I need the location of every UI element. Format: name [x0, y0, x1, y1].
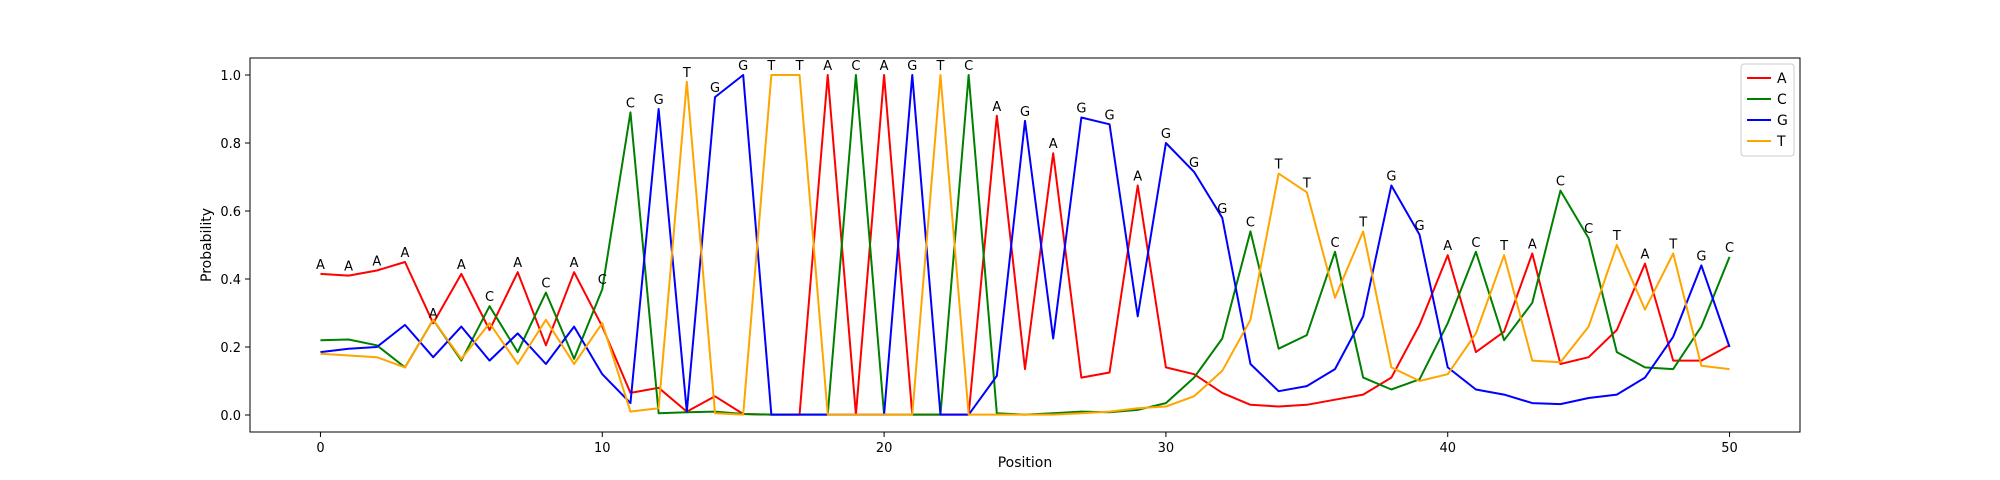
data-label-16: T — [766, 59, 775, 74]
data-label-26: A — [1049, 137, 1058, 152]
data-label-9: A — [570, 256, 579, 271]
data-label-23: C — [964, 59, 973, 74]
data-label-10: C — [598, 273, 607, 288]
legend-box — [1740, 63, 1795, 157]
data-label-48: T — [1668, 238, 1677, 253]
data-label-1: A — [344, 260, 353, 275]
x-axis: 0 10 20 30 40 50 — [316, 432, 1738, 456]
y-tick-label: 1.0 — [220, 69, 241, 84]
series-line-A — [320, 74, 1731, 416]
series-line-G — [320, 74, 1731, 416]
x-tick-label: 40 — [1439, 441, 1456, 456]
data-label-32: G — [1217, 202, 1227, 217]
data-label-41: C — [1471, 236, 1480, 251]
data-label-22: T — [935, 59, 944, 74]
data-label-3: A — [401, 246, 410, 261]
data-label-11: C — [626, 96, 635, 111]
annotation-layer: A A A A A A C A C A C C G T G G T T A C A G T C A G A G G A G G G C T T C T G G… — [316, 59, 1734, 322]
data-label-45: C — [1584, 222, 1593, 237]
data-label-20: A — [880, 59, 889, 74]
legend-label-T: T — [1776, 134, 1786, 150]
y-tick-label: 0.4 — [220, 273, 241, 288]
data-label-6: C — [485, 290, 494, 305]
data-label-12: G — [654, 93, 664, 108]
data-label-28: G — [1105, 108, 1115, 123]
data-label-15: G — [738, 59, 748, 74]
data-label-50: C — [1725, 241, 1734, 256]
data-label-47: A — [1641, 248, 1650, 263]
y-tick-label: 0.6 — [220, 205, 241, 220]
series-layer — [320, 74, 1731, 416]
x-tick-label: 0 — [316, 441, 324, 456]
data-label-39: G — [1415, 219, 1425, 234]
y-tick-label: 0.0 — [220, 409, 241, 424]
data-label-21: G — [907, 59, 917, 74]
data-label-33: C — [1246, 215, 1255, 230]
data-label-5: A — [457, 258, 466, 273]
legend-label-A: A — [1777, 71, 1787, 87]
x-tick-label: 20 — [876, 441, 893, 456]
data-label-8: C — [541, 277, 550, 292]
x-tick-label: 30 — [1158, 441, 1175, 456]
y-tick-label: 0.8 — [220, 137, 241, 152]
data-label-4: A — [429, 307, 438, 322]
data-label-46: T — [1612, 229, 1621, 244]
data-label-18: A — [823, 59, 832, 74]
legend-label-C: C — [1777, 92, 1787, 108]
legend-label-G: G — [1777, 113, 1788, 129]
data-label-35: T — [1302, 176, 1311, 191]
data-label-17: T — [795, 59, 804, 74]
data-label-7: A — [513, 256, 522, 271]
data-label-42: T — [1499, 239, 1508, 254]
data-label-25: G — [1020, 105, 1030, 120]
data-label-30: G — [1161, 127, 1171, 142]
data-label-29: A — [1133, 170, 1142, 185]
data-label-44: C — [1556, 175, 1565, 190]
x-tick-label: 50 — [1721, 441, 1738, 456]
data-label-38: G — [1386, 170, 1396, 185]
data-label-2: A — [372, 255, 381, 270]
y-tick-label: 0.2 — [220, 341, 241, 356]
y-axis: 0.0 0.2 0.4 0.6 0.8 1.0 — [220, 69, 250, 424]
data-label-19: C — [851, 59, 860, 74]
data-label-0: A — [316, 258, 325, 273]
data-label-36: C — [1330, 236, 1339, 251]
series-line-T — [320, 74, 1730, 416]
data-label-37: T — [1358, 215, 1367, 230]
data-label-40: A — [1443, 239, 1452, 254]
data-label-31: G — [1189, 156, 1199, 171]
data-label-34: T — [1274, 158, 1283, 173]
plot-frame — [249, 57, 1801, 433]
y-axis-label: Probability — [199, 208, 215, 282]
data-label-24: A — [992, 100, 1001, 115]
x-tick-label: 10 — [594, 441, 611, 456]
data-label-43: A — [1528, 238, 1537, 253]
data-label-14: G — [710, 81, 720, 96]
data-label-27: G — [1076, 102, 1086, 117]
data-label-13: T — [682, 66, 691, 81]
x-axis-label: Position — [998, 455, 1053, 471]
data-label-49: G — [1696, 249, 1706, 264]
